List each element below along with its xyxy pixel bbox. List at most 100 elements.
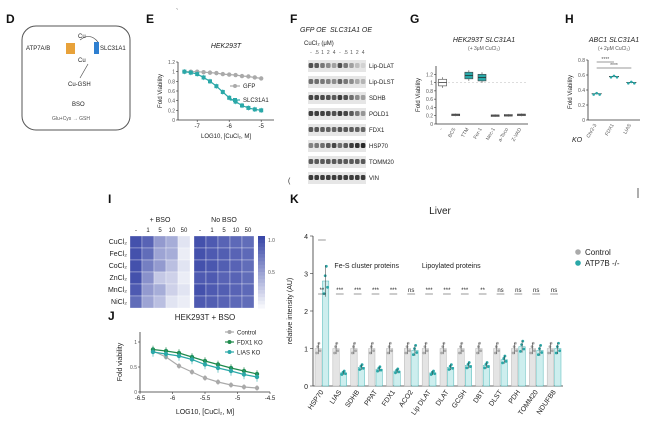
heatmap-cell	[193, 295, 207, 309]
heatmap-row-label: MnCl₂	[108, 287, 127, 294]
blot-row-label: POLD1	[369, 112, 389, 118]
sig-label: ***	[390, 288, 398, 294]
x-tick-label: DBT	[473, 389, 487, 405]
panel-e: E ` HEK293T 0 0.2 0.4 0.6 0.8 1 1.2 -7 -6 -5 LOG10,…	[146, 9, 274, 140]
data-point	[207, 70, 213, 75]
colorbar-segment	[258, 268, 265, 273]
colorbar-segment	[258, 250, 265, 255]
blot-row-label: VIN	[369, 176, 379, 182]
sig-label: ns	[515, 288, 521, 294]
legend-marker	[233, 84, 237, 88]
colorbar-segment	[258, 279, 265, 284]
sig-label: ****	[610, 63, 618, 69]
x-tick-label: Nec-1	[485, 127, 497, 142]
blot-band	[349, 79, 354, 84]
heatmap-cell	[241, 295, 255, 309]
stray-mark: `	[176, 9, 178, 16]
heatmap-row-label: CoCl₂	[109, 263, 128, 270]
data-point	[176, 353, 182, 359]
panel-f-letter: F	[290, 12, 297, 26]
y-tick-label: 1.2	[168, 60, 175, 66]
heatmap-cell	[129, 283, 143, 297]
data-point	[240, 103, 244, 108]
slc31a1-label: SLC31A1	[100, 46, 126, 52]
colorbar-tick: 0.5	[268, 270, 275, 276]
blot-dose: -	[339, 50, 341, 56]
blot-band	[337, 95, 343, 100]
series-line-control	[152, 350, 258, 389]
data-point	[259, 108, 264, 113]
data-point	[215, 379, 221, 385]
chart-subtitle: (+ 3μM CuCl₂)	[468, 46, 500, 52]
atp7-label: ATP7A/B	[26, 46, 50, 52]
data-point	[150, 349, 156, 355]
heatmap-cell	[241, 247, 255, 261]
blot-band	[349, 95, 354, 100]
data-point	[324, 264, 328, 268]
data-point	[423, 345, 427, 349]
data-point	[512, 345, 516, 349]
blot-band	[355, 111, 360, 116]
heatmap-cell	[205, 295, 219, 309]
data-point	[220, 89, 225, 94]
heatmap-cell	[229, 271, 243, 285]
data-point	[371, 341, 374, 345]
blot-band	[314, 111, 319, 116]
data-point	[521, 339, 525, 343]
heatmap-cell	[205, 283, 219, 297]
heatmap-cell	[177, 247, 191, 261]
data-point	[252, 107, 257, 112]
blot-band	[337, 159, 343, 164]
data-point	[326, 285, 329, 289]
blot-band	[360, 63, 366, 68]
heatmap-cell	[129, 235, 143, 249]
heatmap-cell	[193, 271, 207, 285]
blot-band	[343, 79, 348, 84]
data-point	[433, 372, 437, 376]
panel-j-letter: J	[108, 309, 115, 323]
blot-dose-label: CuCl₂ (μM)	[304, 41, 334, 47]
data-point	[195, 72, 200, 77]
legend-label: ATP7B -/-	[585, 259, 620, 268]
colorbar-segment	[258, 293, 265, 298]
data-point	[414, 343, 418, 347]
data-point	[598, 93, 601, 96]
data-point	[515, 349, 518, 353]
x-tick-label: -7	[195, 124, 201, 130]
data-point	[353, 341, 357, 345]
heatmap-cell	[141, 295, 155, 309]
blot-header-slc: SLC31A1 OE	[330, 27, 372, 34]
data-point	[241, 384, 247, 390]
heatmap-cell	[229, 259, 243, 273]
colorbar-segment	[258, 300, 265, 305]
data-point	[342, 369, 346, 373]
data-point	[467, 361, 471, 364]
x-tick-label: PDH	[508, 389, 522, 405]
data-point	[554, 351, 558, 355]
data-point	[540, 351, 544, 354]
y-tick-label: 0	[172, 118, 175, 124]
blot-band	[355, 95, 360, 100]
heatmap-cell	[229, 283, 243, 297]
sig-label: ****	[601, 57, 609, 63]
blot-band	[308, 127, 314, 132]
sig-label: ***	[336, 288, 344, 294]
heatmap-cell	[241, 259, 255, 273]
blot-band	[349, 159, 354, 164]
blot-band	[326, 63, 331, 68]
blot-row-label: Lip-DLST	[369, 80, 395, 86]
heatmap-cell	[217, 259, 231, 273]
data-point	[394, 371, 397, 375]
heatmap-cell	[193, 259, 207, 273]
data-point	[215, 365, 221, 371]
heatmap-cell	[193, 235, 207, 249]
x-tick-label: a-Toco	[497, 127, 510, 143]
x-tick-label: LIAS	[622, 122, 633, 135]
data-point	[208, 79, 212, 84]
blot-band	[326, 143, 331, 148]
blot-band	[314, 127, 319, 132]
data-point	[557, 341, 560, 345]
panel-d-letter: D	[6, 12, 15, 26]
blot-dose: 4	[362, 50, 365, 56]
blot-band	[331, 63, 337, 68]
